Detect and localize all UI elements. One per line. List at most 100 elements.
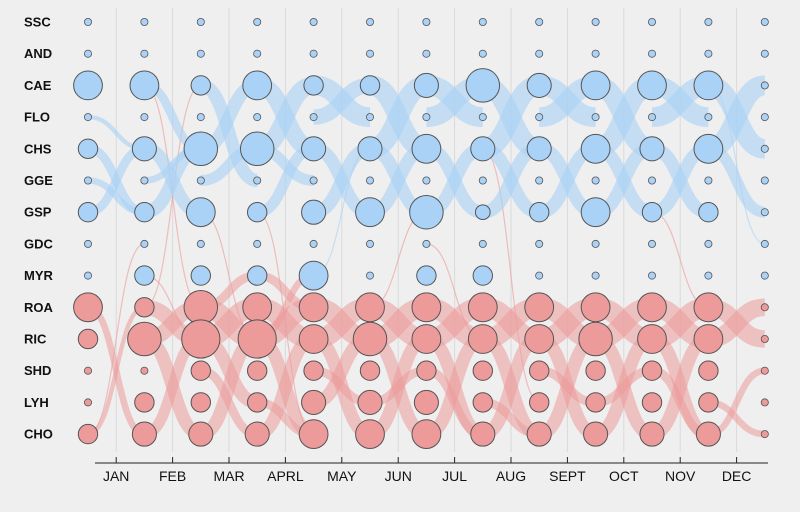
row-label-gsp: GSP — [24, 205, 52, 220]
bubble-ric-8 — [524, 324, 555, 354]
bubble-cho-3 — [244, 421, 270, 447]
bubble-roa-3 — [242, 292, 273, 323]
bubble-ssc-5 — [365, 17, 374, 26]
x-tick-label-nov: NOV — [665, 468, 696, 484]
bubble-lyh-8 — [529, 392, 550, 413]
bubble-ssc-6 — [422, 17, 431, 26]
bubble-gsp-7 — [474, 204, 491, 221]
row-label-ric: RIC — [24, 332, 47, 347]
bubble-flo-1 — [140, 113, 149, 122]
bubble-chs-3 — [239, 131, 275, 167]
bubble-ssc-7 — [478, 17, 487, 26]
bubble-roa-10 — [637, 292, 667, 323]
flow-thin-6 — [144, 84, 201, 308]
bubble-myr-6 — [416, 265, 437, 286]
bubble-chs-9 — [580, 133, 611, 164]
bubble-chs-4 — [301, 136, 327, 162]
bubble-gsp-10 — [641, 202, 663, 223]
bubble-and-2 — [196, 49, 205, 58]
bubble-gsp-1 — [134, 202, 155, 223]
bubble-flo-8 — [535, 113, 544, 122]
bubble-flo-7 — [478, 113, 487, 122]
bubble-gsp-3 — [247, 202, 268, 223]
bubble-gdc-2 — [196, 239, 205, 248]
bubble-flo-0 — [84, 113, 93, 122]
bubble-gge-2 — [196, 176, 205, 185]
bubble-myr-11 — [704, 271, 713, 280]
x-tick-label-mar: MAR — [213, 468, 244, 484]
bubbles — [73, 17, 769, 450]
bubble-shd-5 — [359, 360, 381, 381]
bubble-ric-0 — [77, 328, 99, 350]
bubble-gsp-2 — [185, 197, 216, 228]
bubble-gsp-8 — [529, 202, 550, 223]
bubble-lyh-11 — [698, 392, 719, 413]
bubble-gdc-1 — [140, 239, 149, 248]
bubble-chs-11 — [693, 133, 724, 164]
bubble-cae-10 — [637, 70, 667, 101]
row-label-lyh: LYH — [24, 395, 49, 410]
bubble-gge-6 — [422, 176, 431, 185]
bubble-cae-0 — [73, 70, 103, 101]
bubble-myr-10 — [648, 271, 657, 280]
bubble-cho-11 — [695, 421, 721, 447]
bubble-gdc-7 — [478, 239, 487, 248]
row-label-cae: CAE — [24, 78, 52, 93]
bubble-cae-11 — [693, 70, 724, 101]
bubble-gsp-12 — [760, 208, 769, 217]
bubble-cho-6 — [411, 419, 442, 450]
bubble-ssc-9 — [591, 17, 600, 26]
bubble-and-5 — [365, 49, 374, 58]
bubble-cho-12 — [760, 430, 769, 439]
bubble-lyh-7 — [472, 392, 493, 413]
bubble-gge-12 — [760, 176, 769, 185]
bubble-gsp-0 — [77, 202, 99, 223]
bubble-cae-1 — [129, 70, 160, 101]
bubble-cho-10 — [639, 421, 665, 447]
bubble-gge-3 — [253, 176, 262, 185]
bubble-flo-6 — [422, 113, 431, 122]
bubble-gsp-6 — [409, 194, 444, 230]
bubble-cae-9 — [580, 70, 611, 101]
bubble-shd-0 — [84, 366, 93, 375]
bubble-ric-7 — [467, 324, 498, 354]
bubble-flo-5 — [365, 113, 374, 122]
bubble-lyh-12 — [760, 398, 769, 407]
bubble-lyh-9 — [585, 392, 606, 413]
bubble-roa-4 — [298, 292, 329, 323]
bubble-ssc-11 — [704, 17, 713, 26]
bubble-and-6 — [422, 49, 431, 58]
bubble-gge-11 — [704, 176, 713, 185]
bubble-shd-2 — [190, 360, 212, 381]
row-label-chs: CHS — [24, 141, 52, 156]
month-axis: JAN FEB MAR APRL MAY JUN JUL AUG SEPT OCT NOV DEC — [95, 457, 768, 484]
bubble-myr-1 — [134, 265, 155, 286]
bubble-gsp-11 — [698, 202, 719, 223]
bubble-gge-5 — [365, 176, 374, 185]
bubble-chs-8 — [526, 136, 552, 162]
bubble-gsp-4 — [301, 199, 327, 225]
bubble-and-10 — [648, 49, 657, 58]
bubble-shd-12 — [760, 366, 769, 375]
bubble-cae-4 — [303, 75, 324, 96]
bubble-myr-12 — [760, 271, 769, 280]
bubble-gge-0 — [84, 176, 93, 185]
bubble-ssc-4 — [309, 17, 318, 26]
x-tick-label-aprl: APRL — [267, 468, 304, 484]
bubble-flo-11 — [704, 113, 713, 122]
bubble-and-0 — [84, 49, 93, 58]
bubble-cho-0 — [77, 423, 99, 445]
bubble-cae-12 — [760, 81, 769, 90]
bubble-gdc-12 — [760, 239, 769, 248]
bubble-cho-7 — [470, 421, 496, 447]
bubble-ssc-8 — [535, 17, 544, 26]
bubble-myr-8 — [535, 271, 544, 280]
bubble-ric-9 — [578, 321, 613, 357]
bubble-roa-5 — [355, 292, 385, 323]
bubble-and-3 — [253, 49, 262, 58]
bubble-cae-7 — [465, 68, 501, 103]
bubble-roa-12 — [760, 303, 769, 312]
bubble-ric-6 — [411, 324, 442, 354]
